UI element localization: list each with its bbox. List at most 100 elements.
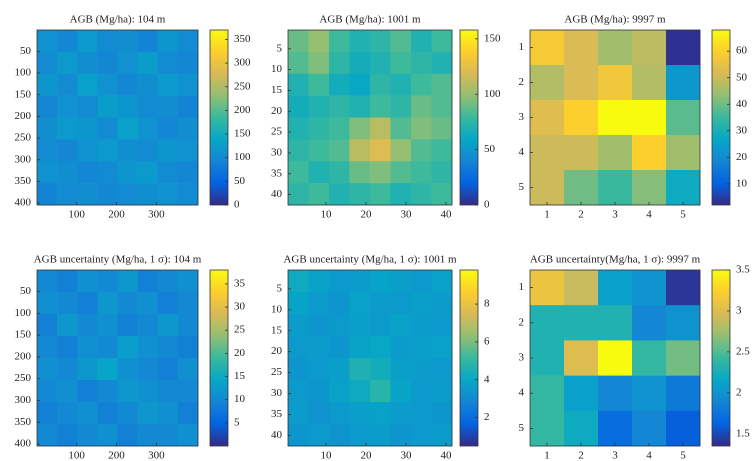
colorbar bbox=[460, 270, 478, 446]
colorbar-tick-label: 3 bbox=[736, 304, 742, 316]
heatmap-cell bbox=[97, 380, 118, 403]
colorbar bbox=[210, 30, 228, 205]
heatmap-cell bbox=[308, 183, 330, 206]
heatmap-cell bbox=[530, 135, 565, 171]
heatmap-cell bbox=[37, 402, 58, 425]
heatmap-cell bbox=[97, 270, 118, 293]
heatmap-cell bbox=[177, 358, 199, 381]
heatmap-cell bbox=[157, 336, 179, 359]
heatmap-cell bbox=[411, 402, 432, 425]
colorbar-frame bbox=[209, 269, 229, 447]
colorbar-tick-label: 20 bbox=[234, 347, 246, 359]
heatmap-cell bbox=[37, 358, 58, 381]
heatmap-cell bbox=[137, 30, 159, 53]
heatmap-cell bbox=[349, 73, 371, 96]
x-tick-label: 3 bbox=[612, 209, 618, 221]
heatmap-cell bbox=[349, 30, 371, 53]
heatmap-cell bbox=[349, 292, 371, 315]
x-tick-label: 30 bbox=[401, 450, 413, 461]
heatmap-cell bbox=[598, 410, 633, 447]
heatmap-cell bbox=[411, 30, 432, 53]
heatmap-cell bbox=[411, 358, 432, 381]
colorbar-tick-label: 60 bbox=[736, 45, 748, 57]
heatmap-cell bbox=[97, 73, 118, 96]
heatmap-cell bbox=[349, 358, 371, 381]
colorbar-tick-label: 50 bbox=[234, 175, 246, 187]
heatmap-cell bbox=[37, 292, 58, 315]
heatmap-cell bbox=[370, 95, 391, 118]
heatmap-cell bbox=[530, 270, 565, 306]
heatmap-cell bbox=[288, 402, 309, 425]
x-tick-label: 20 bbox=[361, 450, 373, 461]
heatmap-cell bbox=[411, 117, 432, 140]
heatmap-cell bbox=[390, 270, 412, 293]
heatmap-cell bbox=[308, 424, 330, 447]
heatmap-cell bbox=[77, 139, 98, 162]
heatmap-cell bbox=[370, 358, 391, 381]
heatmap-cell bbox=[370, 314, 391, 337]
x-tick-label: 1 bbox=[544, 450, 550, 461]
y-tick-label: 40 bbox=[271, 188, 283, 200]
heatmap-cell bbox=[177, 270, 199, 293]
x-tick-label: 300 bbox=[148, 450, 165, 461]
heatmap-cell bbox=[598, 305, 633, 341]
heatmap-cell bbox=[329, 424, 350, 447]
heatmap-cell bbox=[329, 358, 350, 381]
x-tick-label: 200 bbox=[108, 450, 125, 461]
heatmap-cell bbox=[157, 73, 179, 96]
colorbar bbox=[712, 270, 730, 446]
heatmap-cell bbox=[329, 95, 350, 118]
heatmap-cell bbox=[564, 135, 599, 171]
heatmap-cell bbox=[57, 314, 78, 337]
colorbar-tick-label: 10 bbox=[234, 393, 246, 405]
heatmap-cell bbox=[349, 424, 371, 447]
colorbar-tick-label: 15 bbox=[234, 370, 246, 382]
heatmap-cell bbox=[308, 95, 330, 118]
heatmap-cell bbox=[117, 139, 138, 162]
heatmap-cell bbox=[666, 340, 701, 376]
heatmap-cell bbox=[666, 100, 701, 136]
heatmap-cell bbox=[97, 402, 118, 425]
heatmap-cell bbox=[349, 183, 371, 206]
heatmap-cell bbox=[370, 380, 391, 403]
heatmap-cell bbox=[666, 65, 701, 101]
heatmap-cell bbox=[77, 270, 98, 293]
x-tick-label: 10 bbox=[321, 450, 333, 461]
heatmap-cell bbox=[370, 292, 391, 315]
heatmap-cell bbox=[564, 65, 599, 101]
heatmap-cell bbox=[157, 139, 179, 162]
heatmap-cell bbox=[288, 270, 309, 293]
heatmap-cell bbox=[37, 161, 58, 184]
colorbar-tick-label: 150 bbox=[484, 32, 501, 44]
heatmap-cell bbox=[77, 336, 98, 359]
heatmap-cell bbox=[37, 95, 58, 118]
heatmap-cell bbox=[666, 135, 701, 171]
heatmap-cell bbox=[37, 139, 58, 162]
heatmap-cell bbox=[431, 358, 453, 381]
heatmap-cell bbox=[390, 51, 412, 75]
heatmap-cell bbox=[308, 314, 330, 337]
heatmap-cell bbox=[177, 292, 199, 315]
heatmap-cell bbox=[632, 65, 667, 101]
heatmap-cell bbox=[177, 117, 199, 140]
heatmap-cell bbox=[177, 314, 199, 337]
heatmap-cell bbox=[411, 73, 432, 96]
colorbar-tick-label: 200 bbox=[234, 104, 251, 116]
x-tick-label: 1 bbox=[544, 209, 550, 221]
heatmap-cell bbox=[431, 73, 453, 96]
y-tick-label: 250 bbox=[15, 132, 32, 144]
heatmap-cell bbox=[137, 73, 159, 96]
heatmap-cell bbox=[137, 95, 159, 118]
heatmap-cell bbox=[598, 30, 633, 66]
heatmap-cell bbox=[37, 424, 58, 447]
heatmap-cell bbox=[117, 424, 138, 447]
colorbar-tick-label: 30 bbox=[234, 301, 246, 313]
heatmap-cell bbox=[349, 139, 371, 162]
heatmap-cell bbox=[77, 161, 98, 184]
heatmap-cell bbox=[390, 73, 412, 96]
heatmap-cell bbox=[308, 402, 330, 425]
heatmap-cell bbox=[370, 73, 391, 96]
heatmap-cell bbox=[370, 424, 391, 447]
heatmap-cell bbox=[57, 161, 78, 184]
